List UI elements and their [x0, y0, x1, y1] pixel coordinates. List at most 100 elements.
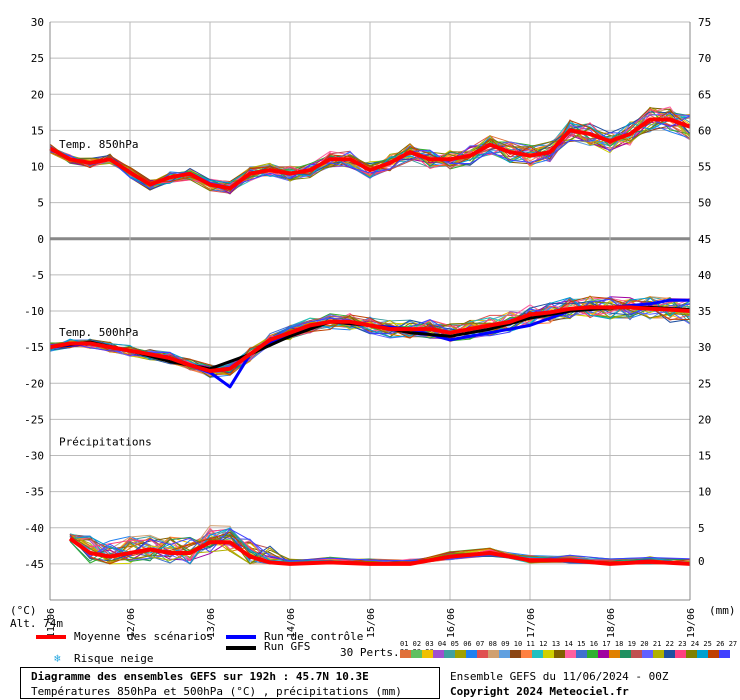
palette-swatch — [488, 650, 499, 658]
right-tick-label: 0 — [698, 555, 705, 568]
palette-swatch — [708, 650, 719, 658]
right-tick-label: 50 — [698, 197, 711, 210]
right-tick-label: 65 — [698, 88, 711, 101]
series-line — [49, 305, 691, 373]
chart-axes — [49, 22, 691, 601]
snow-legend-label: Risque neige — [74, 652, 154, 665]
chart-labels: 302520151050-5-10-15-20-25-30-35-40-4511… — [24, 16, 711, 638]
right-tick-label: 20 — [698, 413, 711, 426]
x-tick-label: 17/06 — [526, 608, 537, 638]
palette-swatch — [653, 650, 664, 658]
x-tick-label: 14/06 — [286, 608, 297, 638]
left-unit: (°C) — [10, 604, 37, 617]
x-tick-label: 12/06 — [126, 608, 137, 638]
left-tick-label: 30 — [31, 16, 44, 29]
left-tick-label: 25 — [31, 52, 44, 65]
x-tick-label: 11/06 — [46, 608, 57, 638]
palette-swatch — [587, 650, 598, 658]
right-tick-label: 60 — [698, 124, 711, 137]
snow-icon: ❄ — [54, 652, 61, 665]
x-tick-label: 13/06 — [206, 608, 217, 638]
palette-swatch — [686, 650, 697, 658]
ensemble-member-line — [69, 535, 691, 565]
left-tick-label: -20 — [24, 377, 44, 390]
right-tick-label: 45 — [698, 233, 711, 246]
palette-swatch — [433, 650, 444, 658]
right-unit: (mm) — [709, 604, 736, 617]
gfs-legend-label: Run GFS — [264, 640, 311, 653]
left-tick-label: -30 — [24, 450, 44, 463]
gfs-legend-swatch — [226, 646, 256, 650]
palette-swatch — [554, 650, 565, 658]
palette-swatch — [697, 650, 708, 658]
palette-swatch — [642, 650, 653, 658]
x-tick-label: 15/06 — [366, 608, 377, 638]
left-tick-label: 10 — [31, 161, 44, 174]
x-tick-label: 16/06 — [446, 608, 457, 638]
left-tick-label: -45 — [24, 558, 44, 571]
palette-swatch — [565, 650, 576, 658]
left-tick-label: 0 — [37, 233, 44, 246]
series-line — [49, 117, 691, 191]
palette-swatch — [477, 650, 488, 658]
right-tick-label: 5 — [698, 522, 705, 535]
right-tick-label: 25 — [698, 377, 711, 390]
right-tick-label: 70 — [698, 52, 711, 65]
palette-swatch — [543, 650, 554, 658]
ensemble-member-line — [69, 528, 691, 562]
panel-label-precip: Précipitations — [59, 436, 152, 449]
palette-swatch — [455, 650, 466, 658]
right-tick-label: 15 — [698, 450, 711, 463]
palette-swatch — [466, 650, 477, 658]
palette-swatch — [510, 650, 521, 658]
right-tick-label: 55 — [698, 161, 711, 174]
altitude-label: Alt. 74m — [10, 617, 63, 630]
right-tick-label: 10 — [698, 486, 711, 499]
palette-swatch — [576, 650, 587, 658]
palette-swatch — [620, 650, 631, 658]
chart-info-box: Diagramme des ensembles GEFS sur 192h : … — [20, 667, 440, 699]
chart-grid — [49, 21, 691, 600]
right-tick-label: 40 — [698, 269, 711, 282]
panel-label-500: Temp. 500hPa — [59, 326, 138, 339]
control-legend-swatch — [226, 635, 256, 639]
x-tick-label: 19/06 — [686, 608, 697, 638]
control-legend-label: Run de contrôle — [264, 630, 364, 643]
left-tick-label: -15 — [24, 341, 44, 354]
palette-swatch — [411, 650, 422, 658]
right-tick-label: 35 — [698, 305, 711, 318]
palette-swatch — [422, 650, 433, 658]
perts-palette — [400, 650, 730, 658]
copyright-label: Copyright 2024 Meteociel.fr — [450, 685, 629, 698]
palette-swatch — [499, 650, 510, 658]
palette-swatch — [444, 650, 455, 658]
left-tick-label: -10 — [24, 305, 44, 318]
mean-legend-label: Moyenne des scénarios — [74, 630, 214, 643]
right-tick-label: 30 — [698, 341, 711, 354]
chart-subtitle: Températures 850hPa et 500hPa (°C) , pré… — [31, 685, 402, 698]
left-tick-label: 20 — [31, 88, 44, 101]
mean-legend-swatch — [36, 635, 66, 639]
left-tick-label: -5 — [31, 269, 44, 282]
panel-label-850: Temp. 850hPa — [59, 138, 138, 151]
right-tick-label: 75 — [698, 16, 711, 29]
palette-swatch — [664, 650, 675, 658]
left-tick-label: 15 — [31, 124, 44, 137]
left-tick-label: -35 — [24, 486, 44, 499]
perts-label: 30 Perts. — [340, 646, 400, 659]
palette-swatch — [631, 650, 642, 658]
left-tick-label: 5 — [37, 197, 44, 210]
palette-swatch — [598, 650, 609, 658]
ensemble-run-label: Ensemble GEFS du 11/06/2024 - 00Z — [450, 670, 669, 683]
palette-swatch — [400, 650, 411, 658]
chart-title: Diagramme des ensembles GEFS sur 192h : … — [31, 670, 369, 683]
palette-swatch — [609, 650, 620, 658]
left-tick-label: -25 — [24, 413, 44, 426]
palette-swatch — [675, 650, 686, 658]
series-line — [68, 536, 691, 566]
palette-swatch — [532, 650, 543, 658]
x-tick-label: 18/06 — [606, 608, 617, 638]
left-tick-label: -40 — [24, 522, 44, 535]
palette-swatch — [521, 650, 532, 658]
